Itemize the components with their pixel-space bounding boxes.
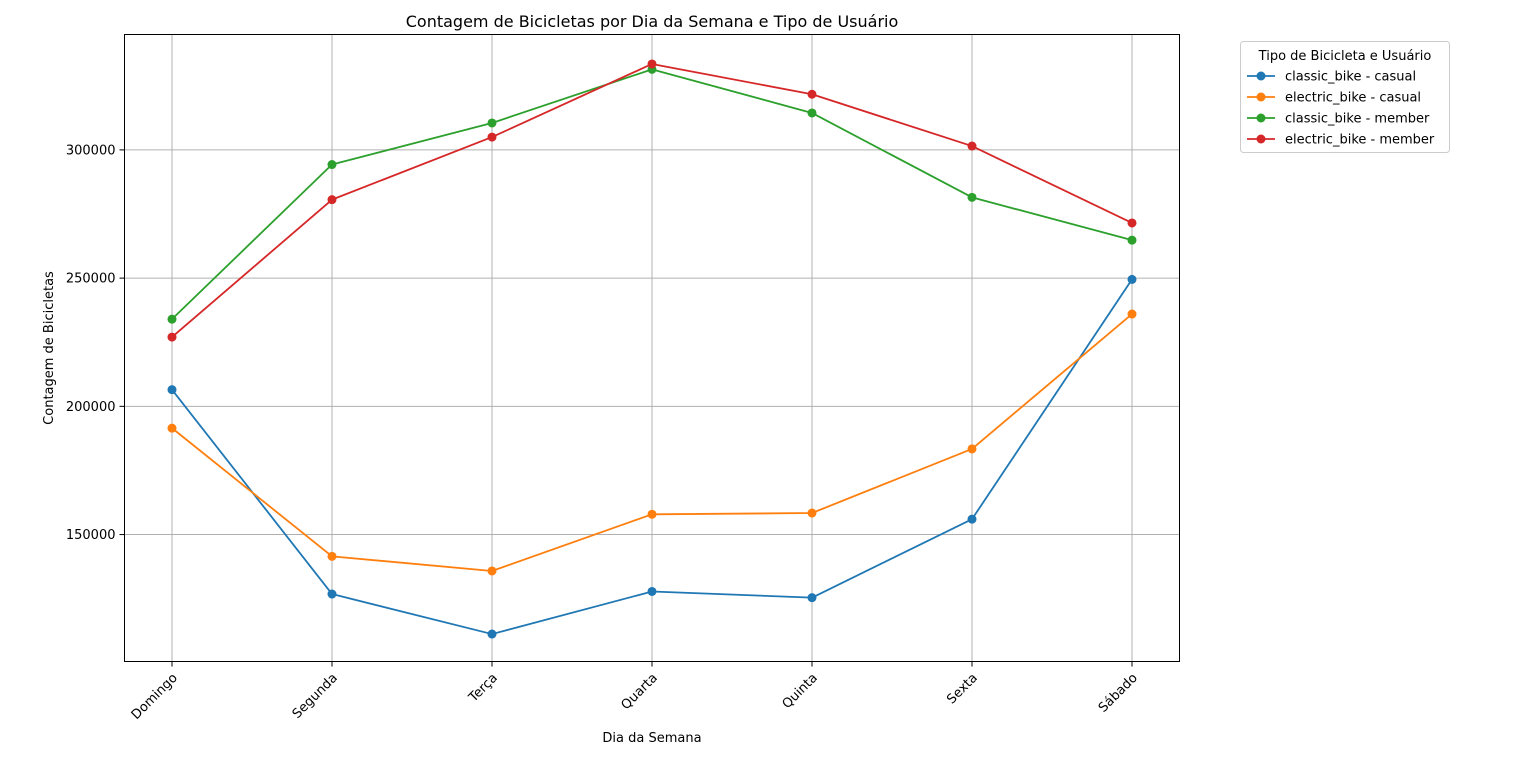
legend-marker (1256, 71, 1266, 81)
x-tick-label: Quarta (619, 671, 661, 713)
chart-title: Contagem de Bicicletas por Dia da Semana… (406, 12, 899, 31)
legend-marker (1256, 134, 1266, 144)
data-point (647, 509, 657, 519)
data-point (1127, 274, 1137, 284)
legend-label: electric_bike - member (1285, 133, 1435, 148)
data-point (807, 89, 817, 99)
data-point (1127, 218, 1137, 228)
data-point (967, 141, 977, 151)
data-point (327, 589, 337, 599)
y-axis-label: Contagem de Bicicletas (42, 271, 57, 425)
data-point (807, 508, 817, 518)
legend-title: Tipo de Bicicleta e Usuário (1258, 49, 1432, 64)
y-tick-label: 150000 (66, 528, 116, 543)
data-point (487, 118, 497, 128)
legend-marker (1256, 92, 1266, 102)
legend-box (1240, 41, 1450, 153)
legend-label: electric_bike - casual (1285, 91, 1421, 106)
y-tick-label: 250000 (66, 272, 116, 287)
x-tick-label: Quinta (780, 671, 821, 712)
data-point (487, 566, 497, 576)
data-point (327, 160, 337, 170)
data-point (487, 132, 497, 142)
legend-label: classic_bike - casual (1285, 70, 1416, 85)
y-tick-label: 200000 (66, 400, 116, 415)
legend-marker (1256, 113, 1266, 123)
y-tick-label: 300000 (66, 143, 116, 158)
x-axis-label: Dia da Semana (602, 731, 701, 746)
legend-label: classic_bike - member (1285, 112, 1430, 127)
legend: Tipo de Bicicleta e Usuário classic_bike… (1240, 41, 1450, 153)
data-point (647, 59, 657, 69)
data-point (167, 423, 177, 433)
data-point (487, 629, 497, 639)
x-tick-label: Domingo (129, 671, 181, 723)
data-point (167, 385, 177, 395)
data-point (967, 444, 977, 454)
data-point (807, 108, 817, 118)
data-point (167, 314, 177, 324)
x-tick-label: Sábado (1096, 671, 1141, 716)
data-point (327, 551, 337, 561)
data-point (167, 332, 177, 342)
data-point (967, 192, 977, 202)
data-point (1127, 235, 1137, 245)
data-point (327, 195, 337, 205)
x-axis: Domingo Segunda Terça Quarta Quinta Sexta Sába… (129, 661, 1141, 723)
x-tick-label: Sexta (944, 671, 981, 708)
x-tick-label: Terça (466, 671, 501, 706)
data-point (807, 593, 817, 603)
grid (124, 34, 1180, 662)
data-point (967, 514, 977, 524)
series-markers (167, 59, 1137, 639)
x-tick-label: Segunda (290, 671, 341, 722)
data-point (647, 586, 657, 596)
y-axis: 150000 200000 250000 300000 (66, 143, 125, 543)
data-point (1127, 309, 1137, 319)
